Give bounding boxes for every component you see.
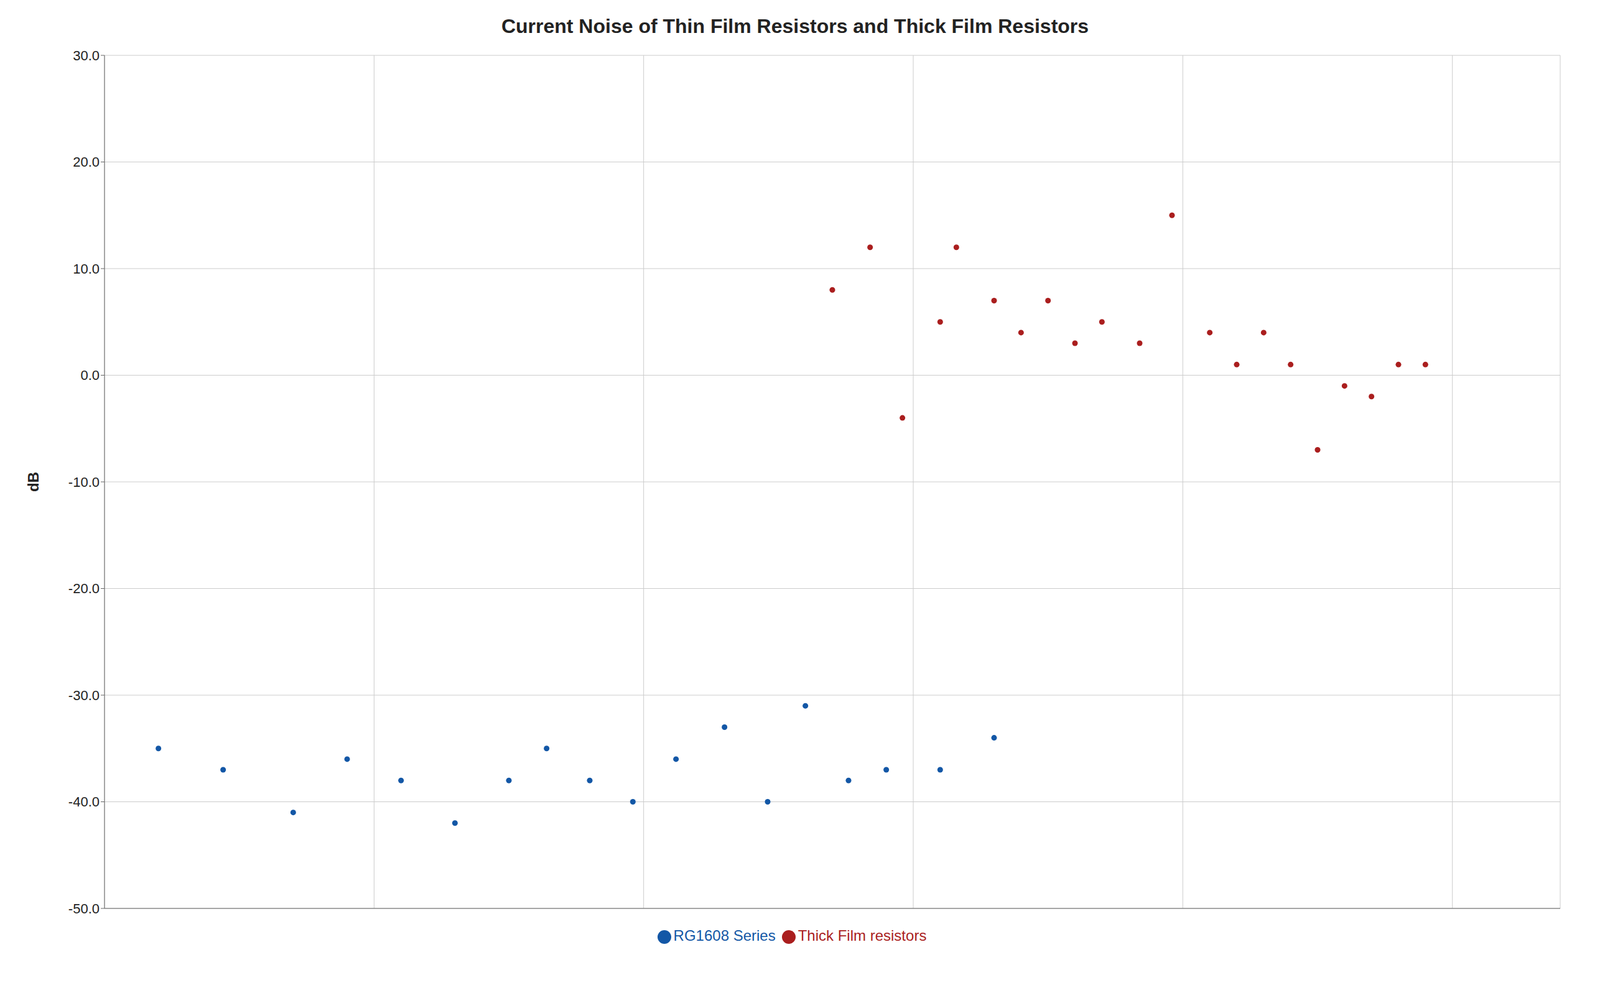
html-text:Thick Film resistors: Thick Film resistors [797,927,927,945]
svg-text:0.0: 0.0 [80,367,100,384]
svg-text:-30.0: -30.0 [68,688,100,704]
html-text:Current Noise of Thin Film Res: Current Noise of Thin Film Resistors and… [501,14,1089,38]
svg-text:-10.0: -10.0 [68,474,100,491]
svg-text:30.0: 30.0 [72,47,100,64]
svg-text:-50.0: -50.0 [68,901,100,917]
svg-text:-40.0: -40.0 [68,794,100,810]
html-text:RG1608 Series: RG1608 Series [673,927,776,945]
svg-text:-20.0: -20.0 [68,581,100,597]
svg-text:10.0: 10.0 [72,261,100,277]
svg-text:dB: dB [24,472,42,493]
svg-text:20.0: 20.0 [72,154,100,170]
